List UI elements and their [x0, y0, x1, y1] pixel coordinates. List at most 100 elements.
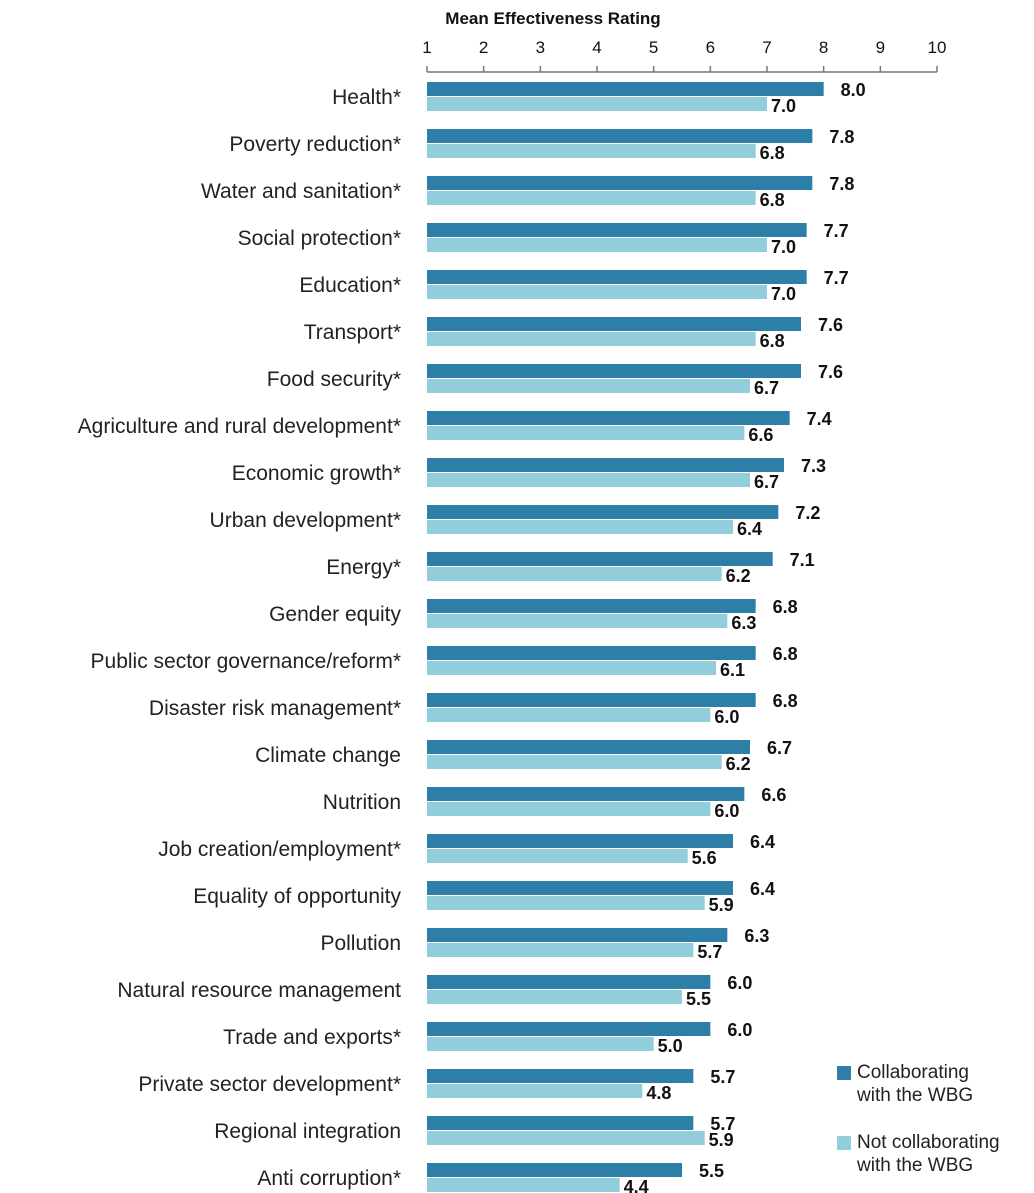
value-label-not-collaborating: 6.7 — [754, 472, 779, 492]
value-label-collaborating: 5.7 — [710, 1114, 735, 1134]
bar-collaborating — [427, 975, 711, 989]
value-label-collaborating: 7.7 — [824, 221, 849, 241]
value-label-not-collaborating: 6.0 — [714, 801, 739, 821]
legend-label: Not collaborating — [857, 1132, 1000, 1153]
bar-not-collaborating — [427, 332, 756, 346]
value-label-not-collaborating: 6.7 — [754, 378, 779, 398]
value-label-collaborating: 8.0 — [841, 80, 866, 100]
bar-collaborating — [427, 1069, 694, 1083]
value-label-not-collaborating: 6.8 — [760, 331, 785, 351]
category-label: Education* — [299, 274, 401, 297]
value-label-not-collaborating: 6.1 — [720, 660, 745, 680]
bar-collaborating — [427, 693, 756, 707]
value-label-not-collaborating: 6.2 — [726, 566, 751, 586]
category-label: Nutrition — [323, 791, 401, 814]
bar-collaborating — [427, 223, 807, 237]
bar-collaborating — [427, 1163, 682, 1177]
bar-not-collaborating — [427, 97, 767, 111]
value-label-not-collaborating: 4.8 — [646, 1083, 671, 1103]
value-label-collaborating: 6.0 — [727, 1020, 752, 1040]
value-label-collaborating: 6.3 — [744, 926, 769, 946]
category-label: Energy* — [326, 556, 401, 579]
bar-not-collaborating — [427, 896, 705, 910]
bar-not-collaborating — [427, 473, 750, 487]
value-label-not-collaborating: 5.9 — [709, 1130, 734, 1150]
category-label: Public sector governance/reform* — [91, 650, 401, 673]
category-label: Regional integration — [214, 1120, 401, 1143]
bar-collaborating — [427, 270, 807, 284]
category-label: Agriculture and rural development* — [78, 415, 401, 438]
value-label-not-collaborating: 4.4 — [624, 1177, 649, 1193]
category-label: Private sector development* — [138, 1073, 401, 1096]
value-label-not-collaborating: 6.8 — [760, 190, 785, 210]
bar-collaborating — [427, 82, 824, 96]
category-label: Gender equity — [269, 603, 401, 626]
bar-collaborating — [427, 458, 784, 472]
bar-not-collaborating — [427, 567, 722, 581]
value-label-collaborating: 7.8 — [829, 127, 854, 147]
category-label: Trade and exports* — [223, 1026, 401, 1049]
category-label: Health* — [332, 86, 401, 109]
bar-not-collaborating — [427, 426, 745, 440]
x-tick-label: 1 — [422, 38, 431, 57]
value-label-collaborating: 7.6 — [818, 362, 843, 382]
bar-collaborating — [427, 505, 779, 519]
value-label-collaborating: 6.4 — [750, 832, 775, 852]
value-label-collaborating: 6.7 — [767, 738, 792, 758]
x-tick-label: 8 — [819, 38, 828, 57]
bar-collaborating — [427, 129, 813, 143]
bar-not-collaborating — [427, 379, 750, 393]
bar-not-collaborating — [427, 943, 694, 957]
value-label-not-collaborating: 5.9 — [709, 895, 734, 915]
value-label-collaborating: 7.7 — [824, 268, 849, 288]
value-label-collaborating: 5.5 — [699, 1161, 724, 1181]
value-label-collaborating: 7.4 — [807, 409, 832, 429]
category-label: Job creation/employment* — [158, 838, 401, 861]
value-label-collaborating: 7.8 — [829, 174, 854, 194]
legend-swatch — [837, 1136, 851, 1150]
bar-collaborating — [427, 1116, 694, 1130]
x-tick-label: 4 — [592, 38, 601, 57]
category-label: Transport* — [304, 321, 401, 344]
value-label-not-collaborating: 5.6 — [692, 848, 717, 868]
bar-not-collaborating — [427, 849, 688, 863]
bar-not-collaborating — [427, 1037, 654, 1051]
bar-not-collaborating — [427, 1178, 620, 1192]
bar-not-collaborating — [427, 990, 682, 1004]
legend-label: with the WBG — [856, 1155, 973, 1176]
bar-not-collaborating — [427, 238, 767, 252]
bar-collaborating — [427, 599, 756, 613]
category-label: Natural resource management — [117, 979, 401, 1002]
value-label-collaborating: 6.0 — [727, 973, 752, 993]
axis-title: Mean Effectiveness Rating — [445, 9, 660, 28]
bar-not-collaborating — [427, 708, 711, 722]
x-tick-label: 2 — [479, 38, 488, 57]
category-label: Economic growth* — [232, 462, 401, 485]
bar-not-collaborating — [427, 285, 767, 299]
x-tick-label: 9 — [876, 38, 885, 57]
x-tick-label: 3 — [536, 38, 545, 57]
value-label-not-collaborating: 6.2 — [726, 754, 751, 774]
value-label-collaborating: 6.8 — [773, 644, 798, 664]
value-label-collaborating: 7.3 — [801, 456, 826, 476]
value-label-not-collaborating: 6.4 — [737, 519, 762, 539]
value-label-collaborating: 6.8 — [773, 691, 798, 711]
x-axis: 1 2 3 4 5 6 7 8 9 10 — [422, 38, 946, 73]
category-label: Social protection* — [238, 227, 401, 250]
value-label-not-collaborating: 7.0 — [771, 284, 796, 304]
value-label-not-collaborating: 7.0 — [771, 237, 796, 257]
category-label: Urban development* — [210, 509, 401, 532]
value-label-collaborating: 5.7 — [710, 1067, 735, 1087]
bar-collaborating — [427, 740, 750, 754]
bar-collaborating — [427, 928, 728, 942]
legend-label: Collaborating — [857, 1062, 969, 1083]
bar-not-collaborating — [427, 661, 716, 675]
value-label-not-collaborating: 6.0 — [714, 707, 739, 727]
x-tick-label: 5 — [649, 38, 658, 57]
bar-collaborating — [427, 646, 756, 660]
value-label-collaborating: 6.4 — [750, 879, 775, 899]
bars — [427, 82, 824, 1192]
value-label-not-collaborating: 5.0 — [658, 1036, 683, 1056]
value-label-collaborating: 7.6 — [818, 315, 843, 335]
category-label: Anti corruption* — [257, 1167, 401, 1190]
